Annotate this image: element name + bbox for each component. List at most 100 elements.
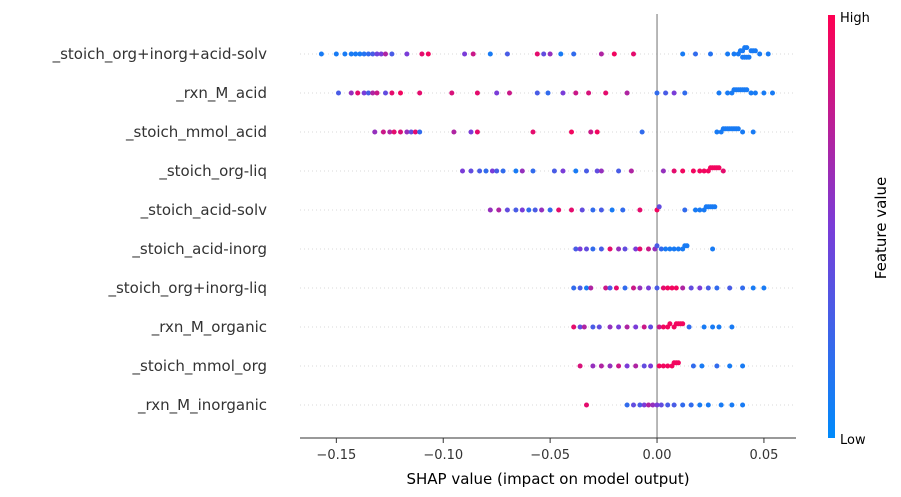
- data-point: [530, 168, 536, 174]
- data-point: [598, 363, 604, 369]
- data-point: [693, 51, 698, 57]
- data-point: [693, 207, 698, 213]
- data-point: [731, 51, 737, 57]
- data-point: [735, 126, 741, 132]
- data-point: [348, 51, 354, 57]
- data-point: [534, 90, 540, 96]
- data-point: [513, 207, 519, 213]
- data-point: [663, 246, 669, 252]
- data-point: [757, 51, 763, 57]
- data-point: [718, 402, 724, 408]
- data-point: [470, 51, 476, 57]
- data-point: [658, 246, 664, 252]
- data-point: [740, 363, 746, 369]
- data-point: [519, 168, 525, 174]
- data-point: [598, 207, 604, 213]
- data-point: [673, 285, 679, 291]
- data-point: [680, 285, 686, 291]
- data-point: [697, 402, 703, 408]
- data-point: [716, 90, 722, 96]
- colorbar: [828, 15, 835, 438]
- data-point: [690, 363, 696, 369]
- data-point: [380, 129, 386, 135]
- data-point: [699, 363, 705, 369]
- x-axis-title: SHAP value (impact on model output): [406, 470, 689, 488]
- data-point: [607, 285, 613, 291]
- data-point: [680, 402, 686, 408]
- data-point: [654, 402, 660, 408]
- data-point: [616, 363, 622, 369]
- data-point: [633, 363, 639, 369]
- data-point: [637, 246, 643, 252]
- data-point: [378, 51, 384, 57]
- data-point: [530, 129, 536, 135]
- data-point: [532, 207, 538, 213]
- data-point: [620, 207, 626, 213]
- data-point: [654, 285, 660, 291]
- data-point: [451, 129, 457, 135]
- feature-label: _stoich_org+inorg-liq: [107, 279, 267, 298]
- data-point: [391, 129, 397, 135]
- data-point: [348, 90, 354, 96]
- feature-label: _rxn_M_acid: [175, 84, 267, 103]
- data-point: [667, 246, 673, 252]
- data-point: [489, 168, 495, 174]
- data-point: [641, 402, 647, 408]
- data-point: [353, 51, 359, 57]
- data-point: [740, 402, 746, 408]
- data-point: [770, 90, 775, 96]
- data-point: [744, 45, 750, 51]
- data-point: [494, 90, 500, 96]
- data-point: [660, 168, 666, 174]
- data-point: [333, 51, 339, 57]
- colorbar-low-label: Low: [840, 433, 866, 448]
- data-point: [355, 90, 361, 96]
- data-point: [616, 324, 622, 330]
- data-point: [665, 285, 671, 291]
- data-point: [586, 90, 592, 96]
- data-point: [727, 363, 733, 369]
- data-point: [686, 324, 692, 330]
- data-point: [624, 90, 630, 96]
- data-point: [624, 363, 630, 369]
- data-point: [729, 324, 735, 330]
- data-point: [487, 207, 493, 213]
- data-point: [556, 207, 562, 213]
- data-point: [573, 90, 579, 96]
- data-point: [594, 168, 600, 174]
- row-gridlines: [300, 53, 796, 406]
- data-point: [671, 168, 677, 174]
- data-point: [571, 51, 577, 57]
- data-point: [417, 90, 423, 96]
- data-point: [716, 165, 722, 171]
- data-point: [487, 51, 493, 57]
- data-point: [613, 285, 619, 291]
- data-point: [705, 285, 711, 291]
- data-point: [387, 129, 393, 135]
- data-point: [675, 246, 681, 252]
- data-point: [361, 51, 367, 57]
- data-point: [598, 51, 604, 57]
- data-point: [584, 285, 589, 291]
- colorbar-title: Feature value: [872, 177, 890, 279]
- data-point: [690, 168, 696, 174]
- data-point: [680, 168, 686, 174]
- data-point: [727, 285, 733, 291]
- data-point: [701, 324, 707, 330]
- data-point: [710, 246, 716, 252]
- data-point: [641, 324, 647, 330]
- data-point: [680, 321, 686, 327]
- data-point: [336, 90, 341, 96]
- data-point: [577, 246, 583, 252]
- data-point: [646, 246, 651, 252]
- data-point: [577, 363, 583, 369]
- data-point: [398, 90, 403, 96]
- x-tick-label: −0.10: [423, 448, 463, 463]
- data-point: [573, 168, 579, 174]
- data-point: [607, 363, 613, 369]
- data-point: [637, 402, 643, 408]
- data-point: [646, 285, 651, 291]
- data-point: [656, 363, 662, 369]
- data-point: [541, 51, 547, 57]
